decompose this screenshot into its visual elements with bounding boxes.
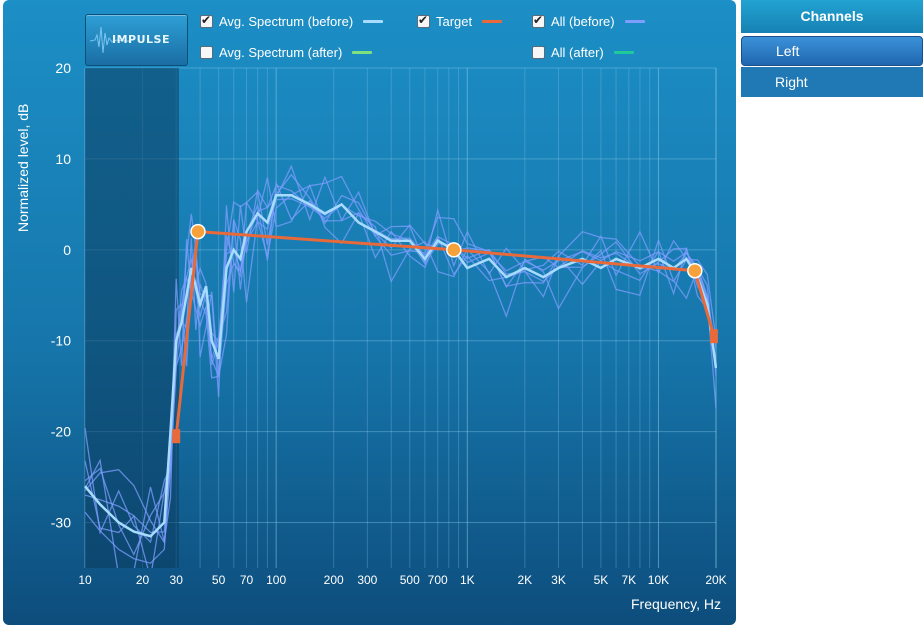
channels-panel: Channels Left Right (741, 0, 923, 97)
y-axis-label: Normalized level, dB (15, 104, 31, 232)
checkbox-all-after[interactable] (532, 46, 545, 59)
x-axis-label: Frequency, Hz (631, 596, 721, 612)
x-tick-label: 700 (428, 573, 448, 587)
all-before-line (84, 175, 717, 545)
x-tick-label: 500 (400, 573, 420, 587)
channel-item-left[interactable]: Left (741, 36, 923, 66)
legend-target[interactable]: Target (417, 13, 503, 29)
legend-label: All (before) (551, 14, 615, 29)
x-tick-label: 3K (551, 573, 566, 587)
y-tick-label: -10 (51, 333, 71, 349)
legend-swatch (482, 20, 503, 23)
target-bound-marker[interactable] (709, 329, 718, 344)
x-tick-label: 1K (460, 573, 475, 587)
axis-tick-labels: 10 20 30 50 70 100 200 300 500 700 1K 2K 3K 5K 7K 10K 20… (51, 60, 727, 587)
legend-swatch (624, 20, 645, 23)
x-tick-label: 50 (212, 573, 226, 587)
all-before-line (84, 180, 717, 568)
legend-swatch (613, 51, 634, 54)
x-tick-label: 300 (357, 573, 377, 587)
checkbox-avg-spectrum-after[interactable] (200, 46, 213, 59)
target-handle[interactable] (687, 262, 703, 279)
impulse-button-label: IMPULSE (112, 33, 170, 46)
y-tick-label: -30 (51, 515, 71, 531)
x-tick-label: 20K (705, 573, 726, 587)
legend-label: Avg. Spectrum (before) (219, 14, 354, 29)
all-before-line (84, 184, 717, 534)
legend-all-after[interactable]: All (after) (532, 45, 634, 60)
all-before-line (84, 198, 717, 564)
y-tick-label: 20 (55, 60, 71, 76)
checkbox-all-before[interactable] (532, 13, 545, 28)
avg-spectrum-before-line (84, 194, 717, 538)
x-tick-label: 10 (78, 573, 92, 587)
waveform-icon (90, 26, 130, 54)
legend-swatch (352, 51, 373, 54)
x-tick-label: 2K (518, 573, 533, 587)
checkbox-target[interactable] (417, 13, 430, 28)
impulse-button[interactable]: IMPULSE (85, 14, 188, 66)
channel-item-right[interactable]: Right (741, 67, 923, 97)
legend-label: All (after) (551, 45, 604, 60)
legend-label: Target (436, 14, 473, 29)
measurement-panel: 10 20 30 50 70 100 200 300 500 700 1K 2K 3K 5K 7K 10K 20… (3, 0, 736, 625)
all-before-curves (84, 164, 717, 568)
x-tick-label: 100 (266, 573, 286, 587)
x-tick-label: 10K (648, 573, 669, 587)
legend-all-before[interactable]: All (before) (532, 13, 645, 29)
target-handle[interactable] (446, 242, 462, 258)
x-tick-label: 200 (324, 573, 344, 587)
y-tick-label: -20 (51, 424, 71, 440)
frequency-response-chart[interactable]: 10 20 30 50 70 100 200 300 500 700 1K 2K 3K 5K 7K 10K 20… (3, 0, 736, 625)
target-curve[interactable] (172, 223, 718, 444)
legend-swatch (363, 20, 384, 23)
legend-avg-spectrum-before[interactable]: Avg. Spectrum (before) (200, 13, 384, 29)
target-bound-marker[interactable] (172, 429, 181, 444)
x-tick-label: 70 (240, 573, 254, 587)
x-tick-label: 7K (622, 573, 637, 587)
channels-header: Channels (741, 0, 923, 33)
checkbox-avg-spectrum-before[interactable] (200, 13, 213, 28)
legend-label: Avg. Spectrum (after) (219, 45, 343, 60)
target-handle[interactable] (190, 223, 206, 240)
all-before-line (84, 173, 717, 557)
avg-spectrum-before-curve (84, 194, 717, 538)
legend-avg-spectrum-after[interactable]: Avg. Spectrum (after) (200, 45, 373, 60)
target-line (174, 230, 716, 437)
y-tick-label: 10 (55, 151, 71, 167)
x-tick-label: 20 (136, 573, 150, 587)
chart-grid (84, 67, 717, 568)
x-tick-label: 5K (594, 573, 609, 587)
x-tick-label: 30 (170, 573, 184, 587)
y-tick-label: 0 (63, 242, 71, 258)
